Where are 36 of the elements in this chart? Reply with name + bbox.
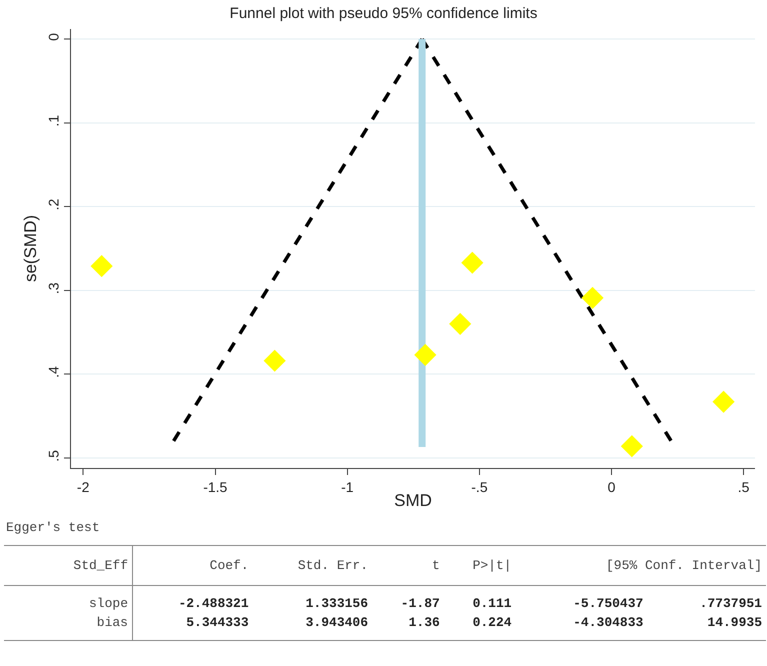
y-tick-label: .4: [45, 366, 62, 378]
text: -1.87: [400, 595, 441, 613]
y-axis-title: se(SMD): [20, 214, 40, 282]
y-tick-label: .1: [45, 114, 62, 127]
x-tick-label: -2: [76, 478, 90, 495]
text: bias: [4, 613, 132, 640]
text: P>|t|: [472, 557, 513, 575]
y-tick-label: .2: [45, 198, 62, 210]
y-tick-label: .3: [45, 282, 62, 294]
text: t: [431, 557, 441, 575]
text: Coef.: [208, 557, 250, 575]
text: Std_Eff: [4, 546, 132, 586]
text: 5.344333: [185, 614, 250, 632]
x-tick-label: .5: [738, 478, 750, 495]
y-tick-label: .5: [45, 450, 62, 462]
text: 1.333156: [304, 595, 370, 613]
x-tick-label: -1: [341, 478, 354, 495]
text: 0.111: [472, 595, 513, 613]
text: 3.943406: [304, 614, 370, 632]
text: [95% Conf. Interval]: [604, 557, 763, 575]
text: slope: [4, 586, 132, 613]
x-tick-label: -1.5: [203, 478, 228, 495]
text: 1.36: [408, 614, 441, 632]
text: Egger's test: [5, 519, 101, 537]
x-tick-label: -.5: [471, 478, 488, 495]
x-tick-label: 0: [608, 478, 616, 495]
text: 0.224: [472, 614, 513, 632]
text: -2.488321: [177, 595, 250, 613]
text: .7737951: [698, 595, 763, 613]
y-tick-label: 0: [45, 32, 62, 41]
text: Std. Err.: [296, 557, 370, 575]
text: -4.304833: [572, 614, 644, 632]
text: -5.750437: [572, 595, 644, 613]
chart-title: Funnel plot with pseudo 95% confidence limits: [230, 5, 538, 22]
text: 14.9935: [706, 614, 763, 632]
x-axis-title: SMD: [394, 491, 432, 510]
